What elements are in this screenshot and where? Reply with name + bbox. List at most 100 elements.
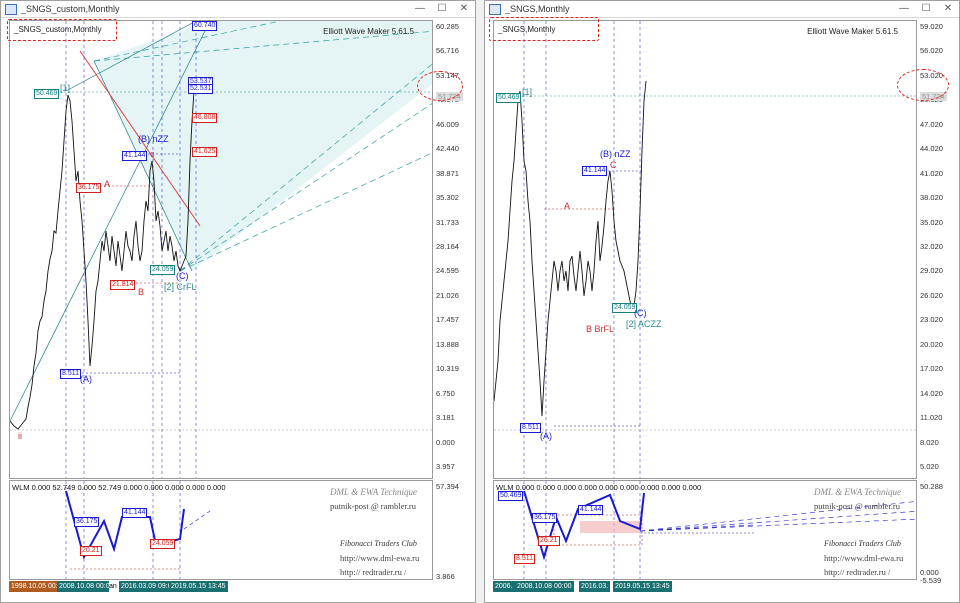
price-axis-tick: 11.020: [920, 413, 943, 423]
time-axis: 1998.10.05 00:00 2008.10.08 00:00 an 201…: [9, 581, 433, 593]
price-axis-tick: 35.020: [920, 217, 943, 227]
price-axis-tick: 3.181: [436, 413, 455, 423]
wlm-title: WLM 0.000 52.749 0.000 52.749 0.000 0.00…: [12, 483, 226, 492]
price-axis: 60.28556.71653.14749.57846.00942.44038.8…: [433, 20, 473, 581]
price-axis-tick: 21.026: [436, 290, 459, 300]
price-axis-tick: 59.020: [920, 22, 943, 31]
date-tag: 1998.10.05 00:00: [9, 581, 68, 592]
title-bar[interactable]: _SNGS_custom,Monthly — ☐ ✕: [1, 1, 475, 18]
date-tag: 2016.03.09 09:00: [119, 581, 178, 592]
wave-label: [1]: [60, 83, 71, 93]
minimize-button[interactable]: —: [415, 3, 425, 14]
price-axis: 59.02056.02053.02050.02047.02044.02041.0…: [917, 20, 957, 585]
price-label: 41.625: [192, 147, 218, 157]
wave-label: [2] ACZZ: [626, 319, 662, 329]
sub-axis-tick: 3.866: [436, 572, 455, 581]
price-series: [10, 80, 196, 430]
price-label: 60.740: [192, 21, 218, 31]
wave-label: (A): [80, 374, 92, 384]
author-email: putnik-post @ rambler.ru: [330, 501, 416, 511]
date-tag: 2008.10.08 00:00: [515, 581, 574, 592]
redtrader-url[interactable]: http:// redtrader.ru /: [824, 567, 891, 577]
date-tag: 2006.: [493, 581, 515, 592]
minimize-button[interactable]: —: [899, 3, 909, 14]
indicator-subpane[interactable]: WLM 0.000 0.000 0.000 0.000 0.000 0.000 …: [493, 480, 917, 580]
club-name: Fibonacci Traders Club: [340, 539, 417, 548]
price-label: 41.144: [582, 166, 608, 176]
date-tag: 2019.05.15 13:45: [613, 581, 672, 592]
highlight-box: [489, 17, 599, 41]
price-axis-tick: 23.020: [920, 315, 943, 325]
price-axis-tick: 20.020: [920, 339, 943, 349]
maximize-button[interactable]: ☐: [921, 3, 931, 14]
sub-axis-tick: 0.000: [920, 568, 939, 577]
redtrader-url[interactable]: http:// redtrader.ru /: [340, 567, 407, 577]
technique-title: DML & EWA Technique: [814, 487, 901, 497]
price-label: 50.469: [34, 89, 60, 99]
wave-label: B: [138, 287, 145, 297]
chart-symbol-label: _SNGS_custom,Monthly: [14, 25, 102, 34]
price-axis-tick: 31.733: [436, 217, 459, 227]
price-axis-tick: 56.020: [920, 46, 943, 56]
wave-label: (B) nZZ: [600, 149, 631, 159]
price-axis-tick: 10.319: [436, 364, 459, 374]
indicator-subpane[interactable]: WLM 0.000 52.749 0.000 52.749 0.000 0.00…: [9, 480, 433, 580]
price-axis-tick: 56.716: [436, 46, 459, 56]
date-tag: 2008.10.08 00:00: [57, 581, 116, 592]
price-label: 36.175: [76, 183, 102, 193]
indicator-name: Elliott Wave Maker 5.61.5: [807, 27, 898, 36]
chart-window-right[interactable]: _SNGS,Monthly — ☐ ✕ _SNGS,Monthly Elliot…: [484, 0, 960, 603]
price-axis-tick: 6.750: [436, 388, 455, 398]
sub-axis-tick: 57.394: [436, 482, 459, 491]
price-label: 46.808: [192, 113, 218, 123]
wave-label: (B) nZZ: [138, 134, 169, 144]
price-axis-tick: 17.020: [920, 364, 943, 374]
maximize-button[interactable]: ☐: [437, 3, 447, 14]
technique-title: DML & EWA Technique: [330, 487, 417, 497]
price-chart-pane[interactable]: _SNGS,Monthly Elliott Wave Maker 5.61.5 …: [493, 20, 917, 479]
price-axis-tick: 44.020: [920, 144, 943, 154]
sub-price-label: 36.175: [74, 517, 100, 527]
level-lines: [494, 95, 916, 431]
price-axis-tick: 5.020: [920, 462, 939, 471]
date-tag: 2019.05.15 13:45: [169, 581, 228, 592]
close-button[interactable]: ✕: [943, 3, 953, 14]
chart-window-icon: [489, 4, 501, 15]
price-axis-tick: 42.440: [436, 144, 459, 154]
close-button[interactable]: ✕: [459, 3, 469, 14]
wlm-indicator-svg: [523, 481, 916, 579]
date-tag: 2016.03.: [579, 581, 611, 592]
price-axis-tick: 46.009: [436, 119, 459, 129]
vertical-time-lines: [523, 21, 641, 478]
price-label: 24.059: [612, 303, 638, 313]
sub-axis-tick: -5.539: [920, 576, 942, 585]
club-url[interactable]: http://www.dml-ewa.ru: [824, 553, 904, 563]
price-axis-tick: 0.000: [436, 437, 455, 447]
sub-price-label: 36.175: [532, 513, 558, 523]
chart-window-icon: [5, 4, 17, 15]
wave-label: (C): [176, 271, 189, 281]
author-email: putnik-post @ rambler.ru: [814, 501, 900, 511]
price-axis-tick: 13.888: [436, 339, 459, 349]
club-url[interactable]: http://www.dml-ewa.ru: [340, 553, 420, 563]
price-axis-tick: 28.164: [436, 242, 459, 251]
date-tag: an: [109, 581, 117, 592]
price-series: [494, 80, 647, 417]
chart-window-left[interactable]: _SNGS_custom,Monthly — ☐ ✕: [0, 0, 476, 603]
window-title: _SNGS,Monthly: [505, 4, 570, 14]
sub-price-label: 26.21: [538, 536, 560, 546]
wave-label: (C): [634, 308, 647, 318]
price-axis-tick: 60.285: [436, 22, 459, 31]
wave-label: A: [564, 201, 571, 211]
wave-label: c: [150, 149, 155, 159]
club-name: Fibonacci Traders Club: [824, 539, 901, 548]
title-bar[interactable]: _SNGS,Monthly — ☐ ✕: [485, 1, 959, 18]
price-label: 8.511: [60, 369, 81, 379]
price-label: 8.511: [520, 423, 541, 433]
price-chart-svg: [494, 21, 916, 478]
price-chart-pane[interactable]: _SNGS_custom,Monthly Elliott Wave Maker …: [9, 20, 433, 479]
price-axis-tick: 14.020: [920, 388, 943, 398]
fib-fan-lines: [93, 21, 432, 272]
price-axis-tick: 38.020: [920, 193, 943, 203]
price-axis-tick: 32.020: [920, 242, 943, 251]
